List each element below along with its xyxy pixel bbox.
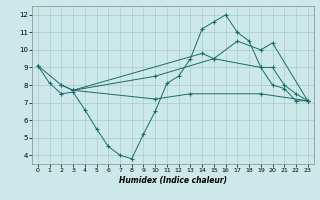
- X-axis label: Humidex (Indice chaleur): Humidex (Indice chaleur): [119, 176, 227, 185]
